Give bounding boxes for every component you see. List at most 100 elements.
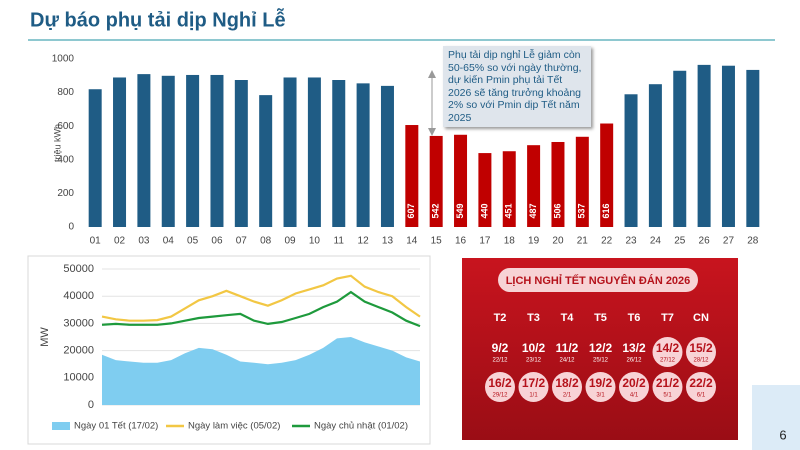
lunar-date: 2/1	[563, 393, 572, 399]
calendar-title-box	[498, 268, 698, 292]
date: 12/2	[589, 341, 613, 355]
holiday-marker	[518, 372, 549, 402]
holiday-marker	[686, 337, 716, 367]
y-tick-label: 30000	[63, 317, 94, 329]
lunar-date: 5/1	[663, 393, 672, 399]
lunar-date: 27/12	[660, 358, 676, 364]
y-tick-label: 10000	[63, 372, 94, 384]
bar	[356, 83, 370, 227]
lunar-date: 25/12	[593, 358, 609, 364]
corner-decor	[752, 385, 800, 450]
holiday-marker	[552, 372, 582, 402]
x-tick-label: 26	[699, 236, 711, 247]
weekday: T7	[661, 312, 674, 324]
x-tick-label: 12	[358, 236, 370, 247]
bar	[673, 70, 687, 227]
weekday: T3	[527, 312, 540, 324]
value-label: 506	[552, 203, 562, 218]
x-tick-label: 07	[236, 236, 248, 247]
y-tick-label: 50000	[63, 263, 94, 275]
bar	[161, 75, 175, 227]
bar	[648, 84, 662, 227]
lunar-date: 6/1	[697, 393, 706, 399]
slide-title: Dự báo phụ tải dịp Nghỉ Lễ	[30, 7, 286, 31]
y-tick-label: 400	[57, 154, 74, 165]
value-label: 451	[504, 203, 514, 218]
x-tick-label: 27	[723, 236, 735, 247]
legend-label: Ngày chủ nhật (01/02)	[314, 421, 408, 432]
bar	[405, 125, 419, 227]
bar	[234, 80, 248, 227]
y-tick-label: 600	[57, 121, 74, 132]
page-number: 6	[779, 427, 786, 442]
date: 16/2	[488, 376, 512, 390]
date: 20/2	[622, 376, 646, 390]
date: 22/2	[689, 376, 713, 390]
bar	[478, 153, 492, 227]
line-chart-frame	[27, 255, 431, 445]
x-tick-label: 15	[431, 236, 443, 247]
annotation: Phụ tải dịp nghỉ Lễ giảm còn 50-65% so v…	[443, 46, 591, 127]
bar	[527, 145, 541, 227]
date: 11/2	[556, 341, 579, 355]
x-tick-label: 10	[309, 236, 321, 247]
bar	[600, 123, 614, 227]
x-tick-label: 16	[455, 236, 467, 247]
value-label: 537	[577, 203, 587, 218]
bar	[575, 136, 589, 227]
bar	[88, 89, 102, 228]
line	[101, 274, 421, 322]
x-tick-label: 17	[479, 236, 491, 247]
bar	[113, 77, 127, 227]
weekday: CN	[693, 312, 709, 324]
bar	[697, 64, 711, 227]
x-tick-label: 06	[211, 236, 223, 247]
legend-label: Ngày làm việc (05/02)	[188, 421, 280, 432]
bar	[429, 135, 443, 227]
x-tick-label: 23	[625, 236, 637, 247]
x-tick-label: 21	[577, 236, 589, 247]
bar	[307, 77, 321, 227]
x-tick-label: 18	[504, 236, 516, 247]
bar	[380, 85, 394, 227]
calendar-title: LỊCH NGHỈ TẾT NGUYÊN ĐÁN 2026	[506, 274, 691, 287]
date: 9/2	[492, 341, 509, 355]
line	[101, 290, 421, 328]
bar	[746, 69, 760, 227]
y-tick-label: 0	[68, 222, 74, 233]
x-tick-label: 14	[406, 236, 418, 247]
date: 21/2	[656, 376, 680, 390]
y-tick-label: 200	[57, 188, 74, 199]
lunar-date: 22/12	[492, 358, 508, 364]
value-label: 616	[601, 203, 611, 218]
x-tick-label: 05	[187, 236, 199, 247]
weekday: T6	[628, 312, 641, 324]
lunar-date: 24/12	[559, 358, 575, 364]
y-axis-title: MW	[39, 327, 51, 347]
bar	[454, 134, 468, 227]
y-tick-label: 40000	[63, 290, 94, 302]
x-tick-label: 28	[747, 236, 759, 247]
holiday-marker	[485, 372, 515, 402]
bar	[186, 74, 200, 228]
legend-swatch	[52, 422, 70, 430]
lunar-date: 1/1	[529, 393, 538, 399]
y-axis-title: triệu kWh	[52, 124, 62, 162]
x-tick-label: 22	[601, 236, 613, 247]
x-tick-label: 13	[382, 236, 394, 247]
x-tick-label: 01	[90, 236, 102, 247]
holiday-marker	[686, 372, 716, 402]
lunar-date: 28/12	[693, 358, 709, 364]
area	[102, 337, 420, 405]
weekday: T5	[594, 312, 607, 324]
x-tick-label: 20	[552, 236, 564, 247]
x-tick-label: 08	[260, 236, 272, 247]
date: 13/2	[622, 341, 646, 355]
holiday-marker	[652, 337, 683, 367]
bar	[210, 74, 224, 228]
legend-label: Ngày 01 Tết (17/02)	[74, 421, 158, 432]
holiday-marker	[585, 372, 616, 402]
bar	[502, 151, 516, 227]
y-tick-label: 800	[57, 87, 74, 98]
